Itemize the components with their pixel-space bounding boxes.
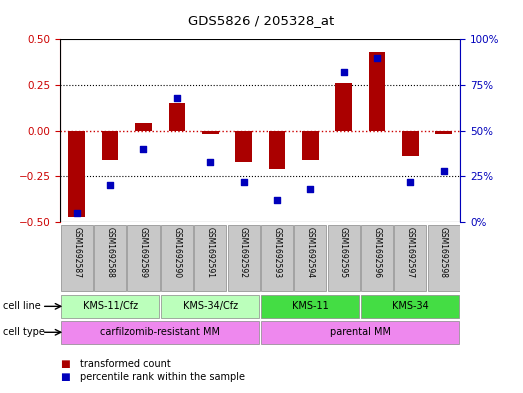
Text: ■: ■ (60, 372, 70, 382)
Bar (61, 321, 259, 343)
Text: carfilzomib-resistant MM: carfilzomib-resistant MM (100, 327, 220, 337)
Bar (202, 130, 219, 134)
Bar (369, 52, 385, 130)
Bar (94, 225, 126, 292)
Point (339, 69, 348, 75)
Bar (402, 130, 418, 156)
Text: KMS-11/Cfz: KMS-11/Cfz (83, 301, 138, 311)
Bar (361, 225, 393, 292)
Bar (60, 39, 460, 222)
Bar (69, 130, 85, 217)
Text: transformed count: transformed count (80, 359, 171, 369)
Bar (194, 225, 226, 292)
Point (406, 179, 414, 185)
Text: GSM1692587: GSM1692587 (72, 227, 81, 278)
Point (73, 210, 81, 216)
Text: GSM1692596: GSM1692596 (372, 227, 381, 278)
Bar (428, 225, 460, 292)
Text: parental MM: parental MM (329, 327, 391, 337)
Bar (61, 295, 159, 318)
Bar (294, 225, 326, 292)
Bar (135, 123, 152, 130)
Bar (268, 130, 285, 169)
Bar (435, 130, 452, 134)
Bar (261, 225, 293, 292)
Text: GSM1692594: GSM1692594 (306, 227, 315, 278)
Bar (394, 225, 426, 292)
Text: GSM1692598: GSM1692598 (439, 227, 448, 278)
Text: GSM1692590: GSM1692590 (173, 227, 181, 278)
Text: GSM1692595: GSM1692595 (339, 227, 348, 278)
Text: cell type: cell type (3, 327, 44, 337)
Bar (102, 130, 119, 160)
Bar (361, 295, 459, 318)
Text: KMS-34/Cfz: KMS-34/Cfz (183, 301, 238, 311)
Bar (168, 103, 185, 130)
Bar (335, 83, 352, 130)
Point (106, 182, 115, 189)
Text: ■: ■ (60, 359, 70, 369)
Text: percentile rank within the sample: percentile rank within the sample (80, 372, 245, 382)
Text: GSM1692589: GSM1692589 (139, 227, 148, 278)
Point (373, 54, 381, 61)
Text: GSM1692592: GSM1692592 (239, 227, 248, 278)
Bar (61, 225, 93, 292)
Point (439, 168, 448, 174)
Text: cell line: cell line (3, 301, 40, 311)
Bar (161, 225, 193, 292)
Bar (261, 321, 459, 343)
Bar (261, 295, 359, 318)
Text: KMS-11: KMS-11 (292, 301, 328, 311)
Bar (235, 130, 252, 162)
Point (206, 159, 214, 165)
Point (139, 146, 147, 152)
Text: GSM1692588: GSM1692588 (106, 227, 115, 277)
Point (306, 186, 314, 192)
Bar (161, 295, 259, 318)
Text: GSM1692593: GSM1692593 (272, 227, 281, 278)
Point (272, 197, 281, 203)
Bar (128, 225, 160, 292)
Bar (228, 225, 259, 292)
Bar (327, 225, 359, 292)
Text: GSM1692591: GSM1692591 (206, 227, 214, 278)
Bar (302, 130, 319, 160)
Text: KMS-34: KMS-34 (392, 301, 429, 311)
Point (240, 179, 248, 185)
Text: GDS5826 / 205328_at: GDS5826 / 205328_at (188, 14, 335, 27)
Text: GSM1692597: GSM1692597 (406, 227, 415, 278)
Point (173, 95, 181, 101)
